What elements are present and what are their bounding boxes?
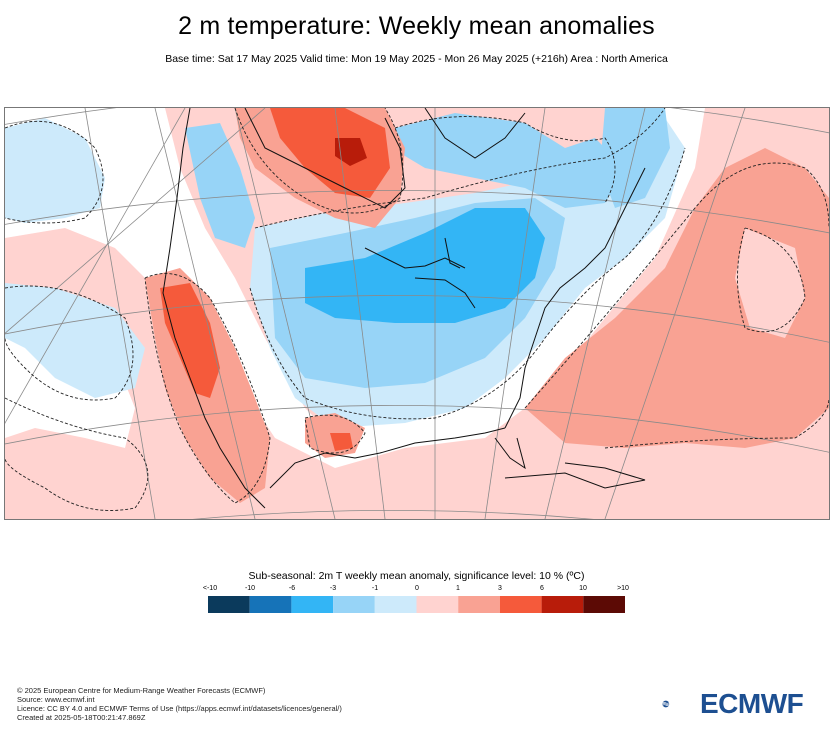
page-title: 2 m temperature: Weekly mean anomalies — [178, 12, 655, 40]
page-subtitle: Base time: Sat 17 May 2025 Valid time: M… — [165, 53, 668, 65]
legend-tick-label: -10 — [244, 585, 256, 592]
legend-swatch-1 — [249, 596, 292, 613]
legend-swatch-2 — [291, 596, 334, 613]
cool-anomaly-quebec — [395, 113, 625, 208]
anomaly-map-canvas — [5, 108, 829, 519]
legend-tick-label: -6 — [288, 585, 296, 592]
footer-source: Source: www.ecmwf.int — [17, 695, 95, 704]
legend-tick-label: 1 — [456, 585, 460, 592]
footer-created: Created at 2025-05-18T00:21:47.869Z — [17, 713, 146, 722]
ecmwf-logo-text: ECMWF — [700, 688, 804, 719]
warm-anomaly-canada-core — [270, 108, 390, 198]
warm-anomaly-west-core — [160, 283, 220, 398]
legend-tick-label: -1 — [371, 585, 379, 592]
legend-tick-label: 0 — [415, 585, 419, 592]
significance-contours — [5, 108, 829, 511]
legend-swatch-4 — [374, 596, 417, 613]
cool-anomaly-pacific — [5, 118, 105, 223]
warm-anomaly-atlantic — [525, 148, 829, 448]
warm-anomaly-atlantic-east — [735, 228, 805, 338]
cool-anomaly-pacific-south — [5, 283, 145, 398]
footer-copyright: © 2025 European Centre for Medium-Range … — [17, 686, 266, 695]
legend-tick-label: 10 — [579, 585, 587, 592]
legend-colorbar — [208, 596, 625, 613]
legend-swatch-3 — [333, 596, 375, 613]
legend-swatch-6 — [458, 596, 500, 613]
ecmwf-logo-icon — [662, 700, 670, 708]
warm-anomaly-canada-peak — [335, 138, 367, 166]
legend-swatch-5 — [416, 596, 459, 613]
warm-anomaly-gulf-core — [330, 433, 353, 451]
legend-tick-label: -3 — [329, 585, 337, 592]
legend-tick-label: >10 — [617, 585, 629, 592]
legend-swatch-8 — [541, 596, 584, 613]
legend-tick-label: 6 — [540, 585, 544, 592]
cool-anomaly-bc — [185, 123, 255, 248]
coastlines — [162, 108, 646, 509]
footer-licence: Licence: CC BY 4.0 and ECMWF Terms of Us… — [17, 704, 342, 713]
legend-swatch-0 — [208, 596, 250, 613]
footer-credits: © 2025 European Centre for Medium-Range … — [17, 686, 342, 722]
legend-tick-label: 3 — [498, 585, 502, 592]
legend-tick-label: <-10 — [202, 585, 218, 592]
legend-title: Sub-seasonal: 2m T weekly mean anomaly, … — [248, 570, 585, 582]
legend-swatch-7 — [499, 596, 542, 613]
graticule — [5, 108, 829, 519]
cool-anomaly-atlantic-ne — [600, 108, 670, 208]
legend-swatch-9 — [583, 596, 625, 613]
anomaly-map — [4, 107, 830, 520]
neutral-band-west — [5, 108, 705, 468]
